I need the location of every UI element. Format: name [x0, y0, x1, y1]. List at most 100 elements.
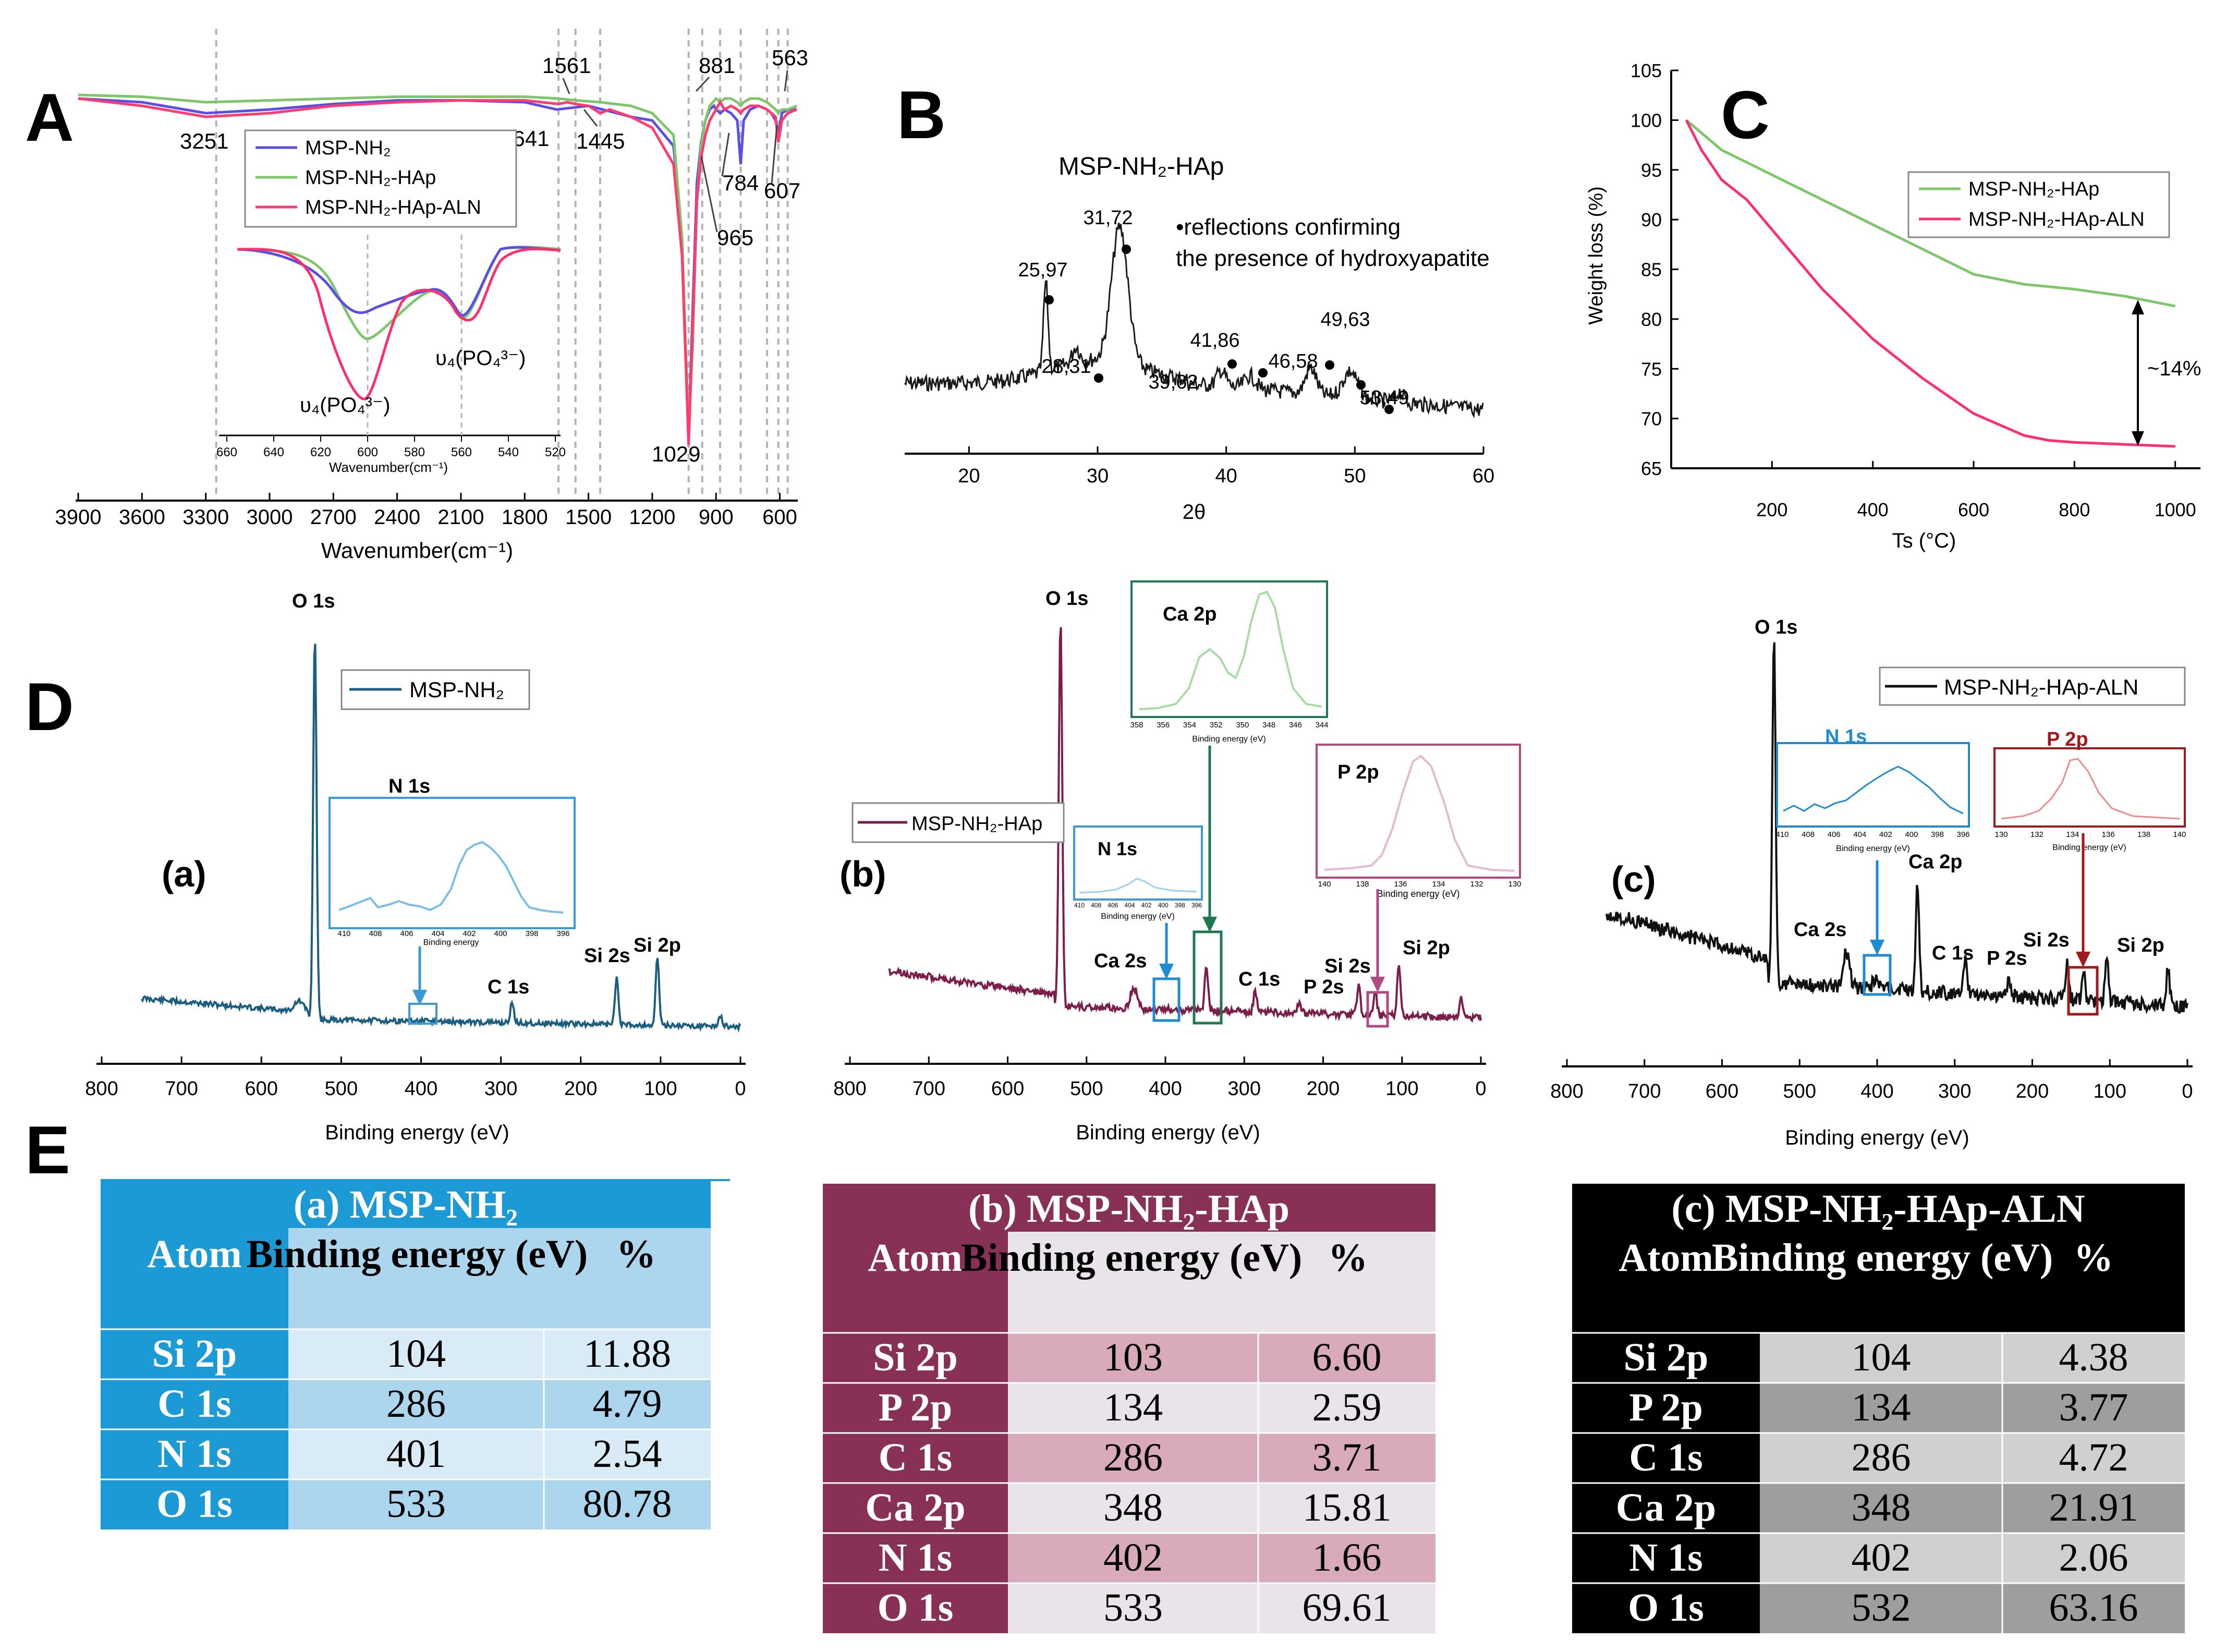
- col-binding-energy: Binding energy (eV): [1712, 1236, 2053, 1280]
- annotation-784: 784: [722, 171, 759, 195]
- col-atom: Atom: [147, 1232, 242, 1276]
- tick-label-600: 600: [1706, 1080, 1738, 1102]
- xps-b-title: (b): [840, 854, 886, 894]
- col-binding-energy: Binding energy (eV): [247, 1232, 588, 1276]
- tick-label-100: 100: [1385, 1078, 1418, 1100]
- cell-energy-2: 286: [1852, 1436, 1911, 1479]
- cell-percent-1: 3.77: [2059, 1386, 2128, 1429]
- inset-tick-130: 130: [1508, 880, 1521, 889]
- legend-msp-nh2-hap: MSP-NH₂-HAp: [1968, 178, 2099, 200]
- xrd-note-line-2: the presence of hydroxyapatite: [1176, 246, 1490, 271]
- cell-energy-3: 348: [1852, 1486, 1911, 1529]
- inset-title: P 2p: [1337, 761, 1379, 783]
- cell-atom-1: P 2p: [1629, 1386, 1703, 1429]
- tga-series: [1685, 119, 2176, 448]
- tick-label-40: 40: [1215, 465, 1237, 487]
- x-axis-label: 2θ: [1183, 501, 1206, 524]
- label-si2s: Si 2s: [1324, 955, 1371, 977]
- tick-label-1500: 1500: [565, 506, 612, 529]
- ytick-label-90: 90: [1641, 209, 1662, 230]
- cell-energy-3: 348: [1103, 1486, 1163, 1529]
- tick-label-30: 30: [1087, 465, 1109, 487]
- cell-energy-5: 532: [1852, 1586, 1911, 1630]
- annotation-1445: 1445: [576, 129, 625, 153]
- row-bg: [1008, 1533, 1436, 1583]
- row-bg: [1760, 1583, 2185, 1633]
- cell-energy-2: 401: [386, 1432, 446, 1476]
- table-b: (b) MSP-NH₂-HAp Atom Binding energy (eV)…: [823, 1184, 1436, 1633]
- tick-label-2700: 2700: [310, 506, 357, 529]
- row-bg: [1008, 1583, 1436, 1633]
- xps-b-legend: MSP-NH₂-HAp: [851, 802, 1065, 843]
- inset-tick-406: 406: [1828, 830, 1841, 839]
- tick-label-500: 500: [1783, 1080, 1816, 1102]
- xrd-pattern: [904, 222, 1484, 419]
- row-bg: [288, 1329, 711, 1379]
- label-c1s: C 1s: [1932, 942, 1974, 964]
- table-c-title: (c) MSP-NH₂-HAp-ALN: [1671, 1187, 2085, 1231]
- inset-tick-396: 396: [1191, 902, 1202, 909]
- legend-msp-nh2-hap-aln: MSP-NH₂-HAp-ALN: [1944, 675, 2138, 699]
- row-bg: [1008, 1383, 1436, 1433]
- peak-label-7: 53,49: [1359, 387, 1409, 409]
- series-0: [1685, 119, 2176, 308]
- cell-energy-4: 402: [1852, 1536, 1911, 1580]
- xtick-label-200: 200: [1756, 499, 1787, 520]
- peak-dot-1: [1094, 373, 1103, 383]
- xps-b-inset-p2p: P 2p 140 138 136 134 132 130 Binding energy (…: [1316, 744, 1522, 899]
- row-atom-bg: [1572, 1383, 1760, 1433]
- x-axis-label: Wavenumber(cm⁻¹): [321, 538, 513, 563]
- x-axis: 800 700 600 500 400 300 200 100 0: [85, 1056, 746, 1100]
- inset-tick-label-660: 660: [216, 445, 237, 459]
- inset-title: N 1s: [1825, 726, 1867, 748]
- xps-c: 800 700 600 500 400 300 200 100 0 Binding energy…: [1550, 616, 2193, 1149]
- inset-tick-404: 404: [431, 929, 444, 938]
- tick-label-1800: 1800: [502, 506, 548, 529]
- tick-label-2400: 2400: [374, 506, 420, 529]
- row-bg: [1760, 1483, 2185, 1533]
- ftir-inset: 660 640 620 600 580 560 540 520 Wavenumber(cm⁻¹…: [216, 235, 566, 475]
- xrd-note-line-1: •reflections confirming: [1176, 214, 1401, 240]
- tick-label-3900: 3900: [55, 506, 102, 529]
- inset-tick-label-560: 560: [451, 445, 472, 459]
- cell-energy-3: 533: [386, 1482, 446, 1526]
- xps-a-legend: MSP-NH₂: [340, 669, 530, 710]
- peak-dot-2: [1122, 245, 1131, 254]
- cell-atom-3: Ca 2p: [865, 1486, 965, 1529]
- legend-msp-nh2-hap-aln: MSP-NH₂-HAp-ALN: [305, 197, 481, 218]
- tick-label-200: 200: [1307, 1078, 1340, 1100]
- inset-tick-138: 138: [1356, 880, 1369, 889]
- tick-label-700: 700: [165, 1078, 198, 1100]
- xps-a-x-label: Binding energy (eV): [325, 1121, 509, 1144]
- tick-label-500: 500: [325, 1078, 358, 1100]
- row-atom-bg: [1572, 1483, 1760, 1533]
- inset-title: N 1s: [1098, 838, 1137, 859]
- panel-label-e: E: [25, 1112, 70, 1188]
- col-atom: Atom: [1619, 1236, 1713, 1280]
- cell-energy-1: 134: [1852, 1386, 1911, 1429]
- cell-percent-2: 3.71: [1312, 1436, 1382, 1479]
- tick-label-50: 50: [1344, 465, 1366, 487]
- inset-tick-402: 402: [1879, 830, 1892, 839]
- inset-tick-410: 410: [337, 929, 350, 938]
- tick-label-100: 100: [644, 1078, 677, 1100]
- xps-c-spectrum: [1605, 642, 2188, 1015]
- xps-c-title: (c): [1611, 859, 1656, 900]
- x-axis: 3900 3600 3300 3000 2700 2400 2100 1800 1500 1200…: [55, 493, 798, 529]
- inset-label-2: υ₄(PO₄³⁻): [435, 347, 526, 370]
- inset-tick-400: 400: [1158, 902, 1169, 909]
- inset-tick-354: 354: [1183, 721, 1196, 730]
- peak-dot-6: [1356, 380, 1366, 390]
- label-c1s: C 1s: [488, 976, 529, 998]
- col-percent: %: [2074, 1236, 2113, 1280]
- cell-percent-1: 2.59: [1312, 1386, 1382, 1429]
- xps-b-x-label: Binding energy (eV): [1076, 1121, 1260, 1144]
- label-si2p: Si 2p: [1403, 937, 1450, 959]
- x-axis-label: Ts (°C): [1892, 529, 1956, 552]
- cell-percent-0: 4.38: [2059, 1335, 2128, 1379]
- ytick-label-80: 80: [1641, 309, 1662, 330]
- inset-n1s-curve: [338, 841, 564, 914]
- xps-a-peak-labels: O 1s C 1s Si 2s Si 2p: [292, 590, 681, 998]
- cell-atom-4: N 1s: [879, 1536, 952, 1580]
